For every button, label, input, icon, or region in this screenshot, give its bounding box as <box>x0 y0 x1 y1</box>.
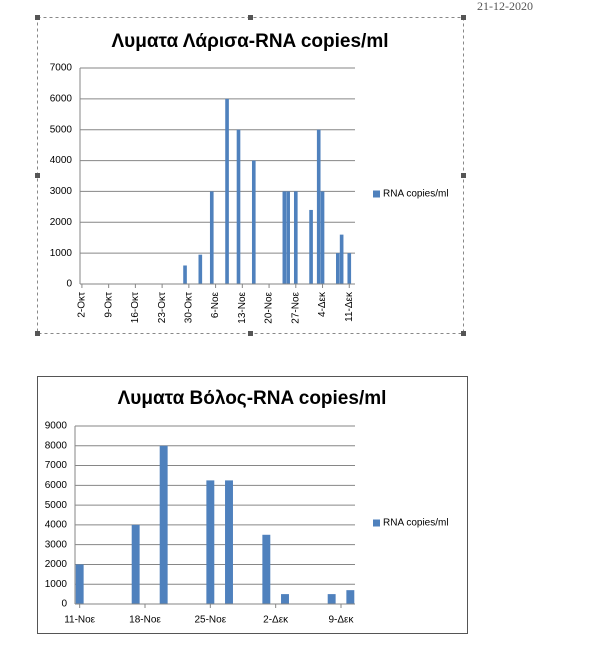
x-tick-label: 9-Δεκ <box>328 615 354 626</box>
resize-handles <box>35 15 466 336</box>
y-tick-label: 2000 <box>50 217 73 228</box>
bar <box>251 160 256 284</box>
x-tick-label: 30-Οκτ <box>183 292 194 323</box>
legend-label: RNA copies/ml <box>383 189 449 200</box>
y-tick-label: 5000 <box>45 500 68 511</box>
bar <box>281 594 289 604</box>
x-tick-label: 11-Δεκ <box>344 291 355 322</box>
y-tick-label: 6000 <box>50 93 73 104</box>
bar <box>209 191 214 284</box>
bar <box>262 534 271 604</box>
bar <box>293 191 298 284</box>
y-tick-label: 3000 <box>45 539 68 550</box>
y-tick-label: 1000 <box>45 579 68 590</box>
y-tick-label: 1000 <box>50 248 73 259</box>
y-tick-label: 3000 <box>50 186 73 197</box>
x-tick-label: 13-Νοε <box>237 291 248 323</box>
x-tick-label: 4-Δεκ <box>317 291 328 317</box>
x-tick-label: 6-Νοε <box>210 291 221 318</box>
chart-frame <box>37 376 468 634</box>
bar <box>75 564 84 604</box>
bar <box>316 129 321 284</box>
legend-swatch <box>373 190 380 198</box>
y-tick-label: 7000 <box>50 63 73 74</box>
x-tick-label: 2-Δεκ <box>263 615 289 626</box>
bar <box>183 265 187 284</box>
y-tick-label: 2000 <box>45 559 68 570</box>
chart-title: Λυματα Βόλος-RNA copies/ml <box>118 388 387 409</box>
bar <box>282 191 287 284</box>
bar <box>346 590 355 604</box>
bar <box>206 480 215 604</box>
bar <box>320 191 325 284</box>
x-tick-label: 18-Νοε <box>129 615 161 626</box>
y-tick-label: 4000 <box>50 155 73 166</box>
bar <box>198 254 203 284</box>
x-tick-label: 11-Νοε <box>64 615 95 626</box>
bar <box>225 98 229 284</box>
chart-title: Λυματα Λάρισα-RNA copies/ml <box>111 31 388 52</box>
bar <box>131 524 140 604</box>
y-tick-label: 0 <box>66 279 72 290</box>
bar <box>347 253 352 284</box>
y-tick-label: 8000 <box>45 440 68 451</box>
y-tick-label: 6000 <box>45 480 68 491</box>
x-tick-label: 16-Οκτ <box>130 292 141 323</box>
y-tick-label: 7000 <box>45 460 68 471</box>
x-tick-label: 9-Οκτ <box>103 292 114 318</box>
bar <box>327 594 336 604</box>
legend-swatch <box>373 519 380 527</box>
bar <box>286 191 290 284</box>
bar <box>225 480 233 604</box>
bar <box>236 129 241 284</box>
y-tick-label: 0 <box>61 599 67 610</box>
y-tick-label: 4000 <box>45 520 68 531</box>
bar <box>335 253 340 284</box>
x-tick-label: 25-Νοε <box>194 615 226 626</box>
x-tick-label: 27-Νοε <box>290 291 301 323</box>
bar <box>309 209 313 284</box>
x-tick-label: 23-Οκτ <box>157 292 168 323</box>
chart-frame <box>37 17 464 334</box>
date: 21-12-2020 <box>477 0 533 13</box>
bar <box>159 445 168 604</box>
legend-label: RNA copies/ml <box>383 518 449 529</box>
x-tick-label: 20-Νοε <box>264 291 275 323</box>
y-tick-label: 5000 <box>50 124 73 135</box>
x-tick-label: 2-Οκτ <box>77 292 88 318</box>
y-tick-label: 9000 <box>45 421 68 432</box>
bar <box>339 234 344 284</box>
